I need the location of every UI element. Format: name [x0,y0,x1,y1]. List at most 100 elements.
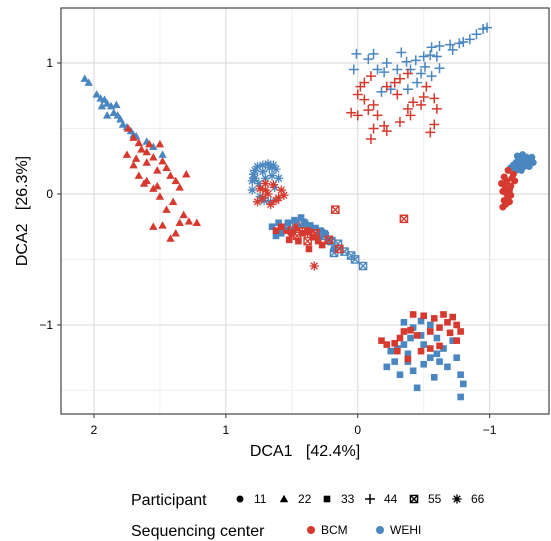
data-point [158,221,167,229]
data-point [275,219,282,227]
data-point [436,358,443,365]
data-point [394,73,405,84]
data-point [155,192,165,200]
data-point [498,179,506,187]
participant-legend-key [323,495,331,503]
data-point [391,339,398,347]
data-point [254,178,264,189]
participant-legend-label: 55 [428,492,442,506]
participant-legend-key [236,495,244,503]
data-point [401,56,412,67]
data-point [407,326,414,334]
data-point [453,337,460,344]
data-point [387,347,395,355]
data-point [421,81,432,92]
data-point [317,227,325,234]
data-point [471,29,482,40]
participant-legend-key [365,494,375,504]
data-point [293,224,301,232]
data-point [149,222,158,230]
data-point [142,158,151,166]
data-point [303,236,312,246]
data-point [263,189,273,199]
data-point [179,210,188,219]
data-point [259,195,269,206]
data-point [368,99,379,110]
data-point [457,328,464,335]
participant-legend-key [409,494,419,504]
data-points [80,22,537,401]
data-point [271,164,281,174]
data-point [145,139,154,148]
data-point [134,138,144,147]
data-point [381,58,392,69]
data-point [355,81,366,92]
data-point [444,319,451,326]
data-point [139,179,149,187]
data-point [255,191,265,202]
data-point [417,317,425,325]
data-point [166,171,175,179]
data-point [272,232,280,240]
data-point [162,163,171,171]
data-point [118,120,128,128]
plot-frame [60,7,550,415]
data-point [277,229,285,237]
participant-legend-title: Participant [131,492,207,509]
data-point [122,150,132,158]
data-point [363,54,374,65]
data-point [444,363,451,371]
data-point [379,120,390,131]
data-point [311,228,320,238]
data-point [158,150,167,158]
data-point [266,199,276,210]
data-point [155,139,165,148]
data-point [258,167,268,177]
data-point [306,222,314,229]
data-point [500,173,508,181]
data-point [417,347,425,355]
data-point [184,217,194,225]
data-point [171,176,180,185]
data-point [274,193,284,203]
data-point [509,170,517,178]
data-point [268,180,278,190]
data-point [351,48,362,59]
data-point [276,185,286,195]
data-point [255,184,265,194]
data-point [192,218,202,226]
data-point [304,227,311,234]
data-point [445,39,456,50]
data-point [420,341,428,348]
data-point [171,228,180,237]
data-point [425,50,436,61]
y-tick-label: −1 [39,318,53,332]
data-point [149,142,158,151]
data-point [446,329,454,337]
data-point [109,108,118,116]
data-point [430,315,438,322]
plot-panel [61,8,549,414]
data-point [402,103,413,114]
data-point [413,384,421,392]
data-point [260,185,271,195]
data-point [116,115,125,123]
data-point [350,255,360,264]
data-point [391,358,398,365]
data-point [464,34,475,45]
data-point [142,147,151,156]
data-point [175,218,184,226]
data-point [168,197,178,206]
data-point [404,355,412,363]
data-point [478,23,489,34]
data-point [440,311,447,318]
data-point [399,214,409,224]
data-point [440,345,447,352]
plot-background [61,8,549,414]
data-point [297,214,305,221]
data-point [507,191,515,199]
center-legend-title: Sequencing center [131,523,265,540]
data-point [418,51,429,62]
data-point [426,321,434,329]
